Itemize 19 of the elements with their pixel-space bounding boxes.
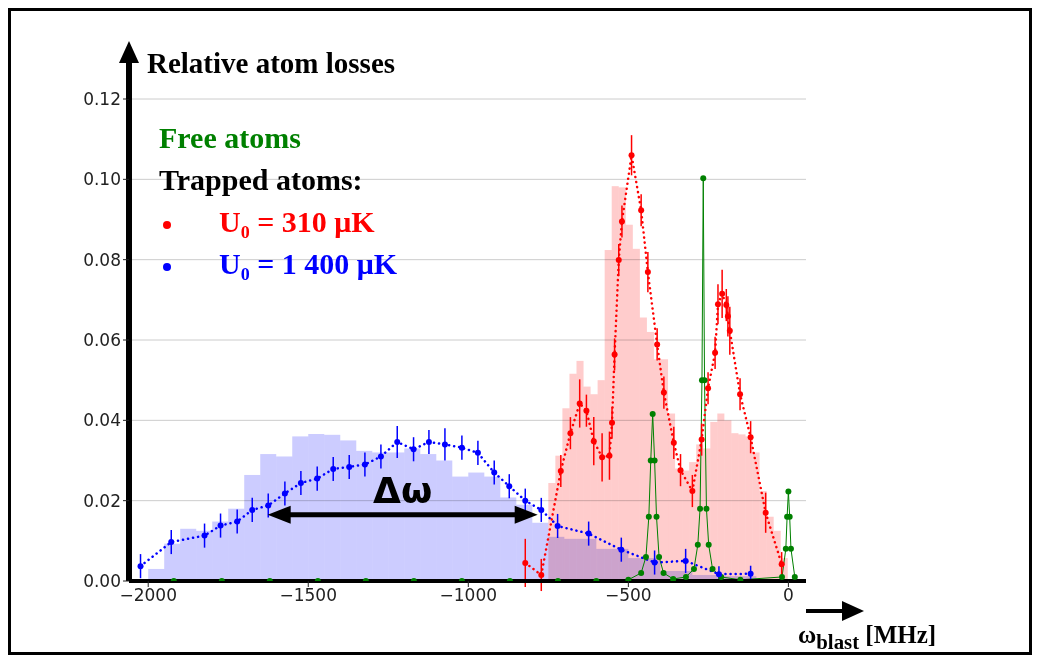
legend-label: U₀ = 1 400 μK [219, 247, 398, 280]
x-tick-label: −1000 [439, 585, 498, 606]
y-tick-label: 0.12 [83, 89, 121, 110]
y-tick-label: 0.04 [83, 410, 121, 431]
x-tick-label: −2000 [119, 585, 177, 606]
y-axis-title: Relative atom losses [147, 47, 396, 80]
legend-label: U₀ = 310 μK [219, 205, 375, 238]
x-tick-label: 0 [782, 585, 794, 606]
x-tick-label: −500 [605, 585, 652, 606]
y-tick-label: 0.10 [83, 169, 121, 190]
x-tick-label: −1500 [279, 585, 338, 606]
y-tick-label: 0.08 [83, 249, 121, 270]
x-axis-title: ω$_{blast}$ [MHz] [798, 621, 937, 656]
y-tick-label: 0.00 [83, 571, 121, 592]
legend-title: Trapped atoms: [159, 162, 364, 198]
y-tick-label: 0.02 [83, 490, 121, 511]
y-tick-label: 0.06 [83, 330, 121, 351]
annotation: Δω [373, 469, 433, 511]
text: Free atoms [159, 121, 301, 154]
